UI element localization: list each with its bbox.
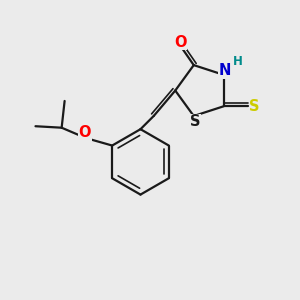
Text: O: O	[78, 125, 91, 140]
Text: H: H	[233, 55, 243, 68]
Text: S: S	[249, 99, 260, 114]
Text: S: S	[190, 114, 200, 129]
Text: N: N	[219, 63, 231, 78]
Text: O: O	[174, 35, 187, 50]
